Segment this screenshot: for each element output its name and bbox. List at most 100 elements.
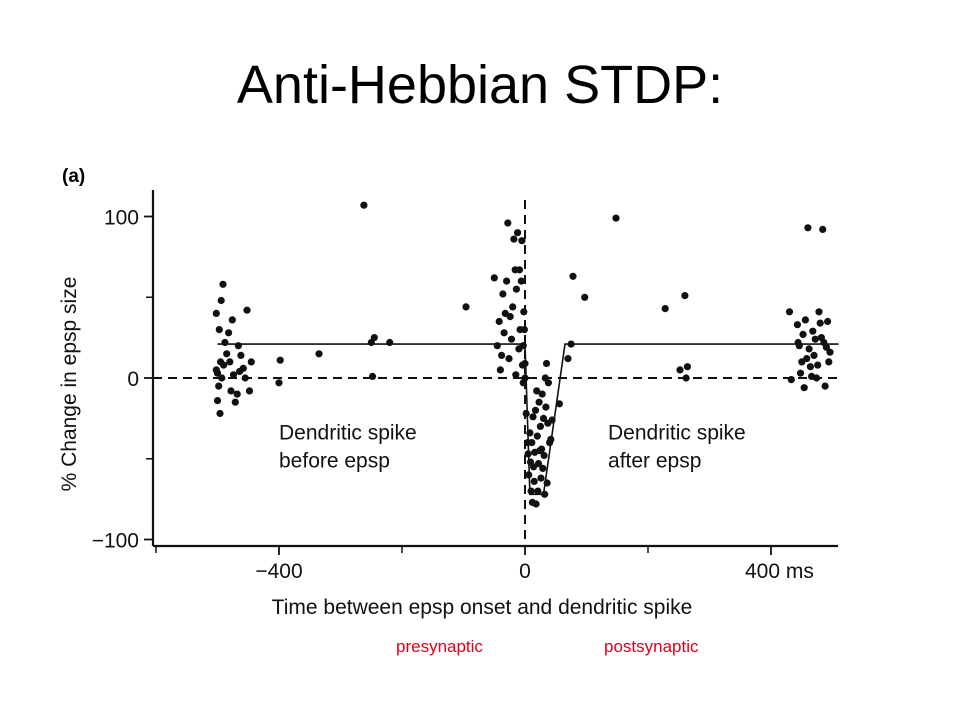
data-point (360, 201, 368, 209)
data-point (535, 398, 543, 406)
data-point (276, 356, 284, 364)
data-point (819, 225, 827, 233)
annotations: Dendritic spike before epsp Dendritic spik… (279, 421, 746, 472)
panel-label: (a) (62, 166, 85, 187)
data-point (803, 355, 811, 363)
slide-title: Anti-Hebbian STDP: (236, 55, 724, 115)
data-point (543, 479, 551, 487)
data-point (215, 326, 223, 334)
data-point (219, 280, 227, 288)
data-point (536, 422, 545, 430)
x-axis-title: Time between epsp onset and dendritic sp… (272, 596, 693, 619)
data-point (542, 359, 551, 368)
data-point (814, 361, 822, 369)
data-point (531, 406, 540, 414)
data-point (495, 317, 503, 326)
presynaptic-label: presynaptic (396, 637, 483, 656)
data-point (519, 379, 527, 387)
reference-lines (153, 200, 838, 546)
data-point (796, 369, 805, 377)
data-point (220, 361, 228, 369)
data-point (212, 309, 220, 317)
data-point (526, 429, 534, 437)
data-point (581, 293, 589, 301)
data-point (555, 400, 564, 408)
data-point (243, 306, 251, 314)
data-point (490, 274, 498, 282)
data-point (499, 290, 507, 298)
data-point (812, 374, 821, 382)
data-point (805, 345, 813, 353)
data-point (315, 350, 323, 358)
data-point (806, 363, 815, 371)
data-point (512, 285, 521, 293)
data-point (228, 316, 236, 324)
postsynaptic-label: postsynaptic (604, 637, 699, 656)
data-point (519, 342, 527, 350)
data-point (541, 490, 549, 498)
data-point (496, 366, 504, 374)
data-point (821, 382, 829, 390)
x-tick-label: 400 ms (745, 560, 814, 583)
data-point (275, 379, 283, 387)
data-point (539, 464, 547, 472)
data-point (505, 355, 513, 363)
data-point (500, 329, 508, 337)
data-point (368, 372, 377, 380)
data-point (682, 374, 690, 382)
data-point (532, 500, 540, 508)
data-point (234, 342, 242, 350)
x-tick-label: 0 (519, 560, 531, 583)
data-point (569, 272, 577, 280)
data-point (683, 363, 692, 371)
data-point (825, 358, 833, 366)
annotation-text: Dendritic spike after epsp (608, 421, 746, 472)
data-point (801, 316, 810, 324)
data-point (512, 371, 520, 379)
y-tick-label: 0 (127, 368, 139, 391)
data-point (681, 292, 689, 300)
annotation-text: Dendritic spike before epsp (279, 421, 417, 472)
data-point (567, 340, 575, 348)
data-point (521, 359, 529, 368)
data-point (534, 487, 542, 495)
data-point (503, 277, 511, 285)
data-point (229, 371, 238, 379)
data-point (233, 390, 241, 398)
data-point (547, 435, 555, 443)
data-point (793, 321, 802, 329)
data-point (809, 327, 817, 335)
data-point (811, 335, 819, 343)
data-point (816, 319, 824, 327)
data-point (212, 366, 220, 374)
data-point (247, 358, 255, 366)
data-point (800, 384, 808, 392)
data-point (612, 214, 620, 222)
data-point (498, 351, 506, 359)
data-point (533, 432, 541, 440)
data-point (548, 416, 556, 424)
data-point (386, 338, 394, 347)
data-point (564, 355, 572, 363)
data-point (525, 471, 533, 479)
data-point (510, 235, 518, 243)
data-point (515, 266, 524, 274)
data-point (231, 398, 239, 406)
data-point (787, 376, 795, 384)
data-point (223, 350, 231, 358)
data-point (520, 326, 529, 334)
data-point (538, 445, 546, 453)
data-point (528, 439, 536, 447)
data-point (804, 224, 812, 232)
data-point (534, 460, 543, 468)
data-point (215, 382, 223, 390)
data-point (522, 409, 530, 418)
y-axis-title: % Change in epsp size (58, 277, 81, 492)
axes: 100 0 −100 −400 0 400 ms (92, 190, 838, 583)
annotation-line: before epsp (279, 449, 390, 472)
data-point (537, 474, 545, 482)
data-point (493, 342, 501, 350)
data-point (524, 450, 532, 458)
data-point (504, 219, 512, 227)
data-point (216, 409, 224, 418)
